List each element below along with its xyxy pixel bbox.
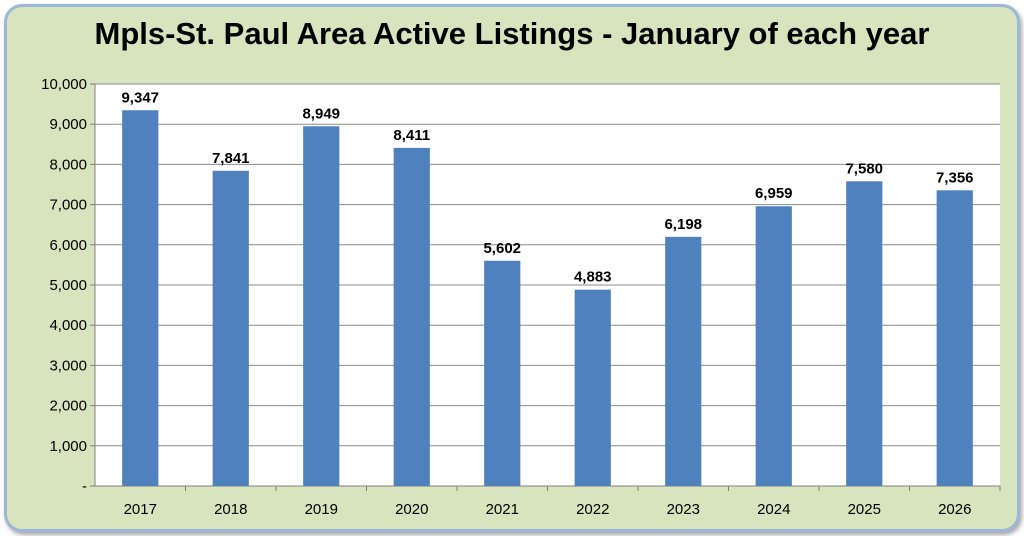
x-tick-label-2023: 2023 — [667, 501, 700, 518]
y-tick-label: 3,000 — [49, 357, 87, 374]
y-tick-label: 7,000 — [49, 197, 87, 214]
bar-2024 — [755, 206, 792, 486]
x-tick-label-2019: 2019 — [305, 501, 338, 518]
x-tick-label-2024: 2024 — [757, 501, 790, 518]
x-tick-label-2026: 2026 — [938, 501, 971, 518]
x-tick-label-2025: 2025 — [848, 501, 881, 518]
bar-2019 — [303, 126, 340, 487]
x-tick-label-2017: 2017 — [124, 501, 157, 518]
data-label-2025: 7,580 — [845, 160, 883, 177]
y-tick-label: - — [82, 478, 87, 495]
data-label-2019: 8,949 — [302, 105, 340, 122]
data-label-2021: 5,602 — [483, 240, 521, 257]
x-tick-label-2018: 2018 — [214, 501, 247, 518]
bar-2025 — [846, 181, 883, 486]
bar-2022 — [574, 289, 611, 486]
x-tick-label-2021: 2021 — [486, 501, 519, 518]
bar-2026 — [936, 190, 973, 486]
data-label-2023: 6,198 — [664, 216, 702, 233]
x-tick-label-2022: 2022 — [576, 501, 609, 518]
y-tick-label: 10,000 — [41, 76, 87, 93]
bar-2023 — [665, 236, 702, 486]
y-tick-label: 1,000 — [49, 438, 87, 455]
chart-title: Mpls-St. Paul Area Active Listings - Jan… — [94, 16, 930, 51]
y-tick-label: 4,000 — [49, 317, 87, 334]
bar-2021 — [484, 260, 521, 486]
y-tick-label: 2,000 — [49, 398, 87, 415]
data-label-2018: 7,841 — [212, 150, 250, 167]
y-tick-label: 6,000 — [49, 237, 87, 254]
bar-2018 — [212, 170, 249, 486]
x-tick-label-2020: 2020 — [395, 501, 428, 518]
y-tick-label: 9,000 — [49, 116, 87, 133]
bar-2020 — [393, 147, 430, 486]
y-tick-label: 5,000 — [49, 277, 87, 294]
data-label-2026: 7,356 — [936, 169, 974, 186]
data-label-2022: 4,883 — [574, 269, 612, 286]
bar-2017 — [122, 110, 159, 486]
data-label-2017: 9,347 — [121, 89, 159, 106]
data-label-2020: 8,411 — [393, 127, 430, 144]
y-tick-label: 8,000 — [49, 156, 87, 173]
data-label-2024: 6,959 — [755, 185, 793, 202]
